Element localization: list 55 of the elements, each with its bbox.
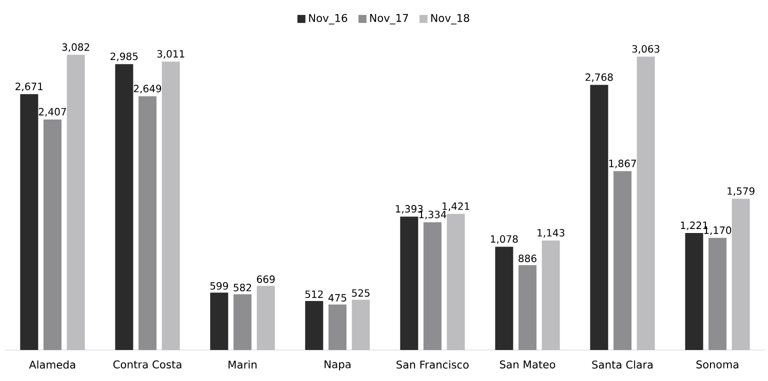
data-label: 599 [210, 282, 228, 290]
data-label: 2,671 [16, 82, 43, 92]
bar [234, 294, 252, 350]
data-label: 475 [328, 294, 346, 302]
bar [138, 96, 157, 350]
bar [352, 300, 370, 350]
bar [66, 54, 85, 350]
data-label: 886 [518, 254, 536, 262]
data-label: 2,649 [134, 84, 162, 94]
bar [495, 246, 514, 350]
bar [708, 238, 726, 350]
bar [518, 265, 536, 350]
bar [162, 62, 180, 350]
bar [685, 233, 704, 350]
legend-label: Nov_17 [370, 14, 408, 24]
bar [400, 216, 418, 350]
bar [20, 94, 38, 350]
data-label: 512 [305, 290, 323, 298]
data-label: 3,082 [62, 43, 90, 52]
data-label: 1,579 [728, 187, 754, 196]
bar [732, 198, 750, 350]
x-tick-label: Santa Clara [592, 360, 653, 369]
bar [115, 64, 134, 350]
data-label: 1,078 [490, 235, 518, 244]
bar [44, 119, 62, 350]
x-tick-label: Contra Costa [113, 360, 182, 368]
legend-label: Nov_18 [431, 14, 470, 24]
bar [424, 222, 442, 350]
x-tick-label: Marin [228, 360, 257, 369]
data-label: 2,768 [586, 73, 613, 82]
bar [636, 56, 655, 350]
x-tick-label: San Francisco [396, 360, 469, 369]
bar [446, 214, 465, 350]
data-label: 669 [256, 275, 275, 283]
x-tick-label: Sonoma [696, 360, 738, 368]
legend-label: Nov_16 [309, 14, 348, 24]
bar [590, 84, 608, 350]
bar [305, 300, 324, 350]
x-tick-label: Alameda [29, 360, 76, 369]
data-label: 3,011 [157, 50, 184, 59]
bar [328, 304, 347, 350]
data-label: 2,407 [38, 108, 66, 117]
data-label: 3,063 [632, 45, 660, 54]
x-tick-label: Napa [324, 360, 350, 370]
bar [542, 240, 560, 350]
data-label: 2,985 [110, 52, 138, 62]
data-label: 1,143 [538, 228, 564, 238]
data-label: 1,421 [442, 202, 470, 211]
data-label: 582 [234, 284, 252, 292]
x-tick-label: San Mateo [500, 360, 556, 368]
bar [210, 292, 228, 350]
bar [256, 286, 275, 350]
bar [613, 171, 632, 350]
data-label: 525 [352, 289, 370, 297]
data-label: 1,867 [609, 160, 636, 168]
